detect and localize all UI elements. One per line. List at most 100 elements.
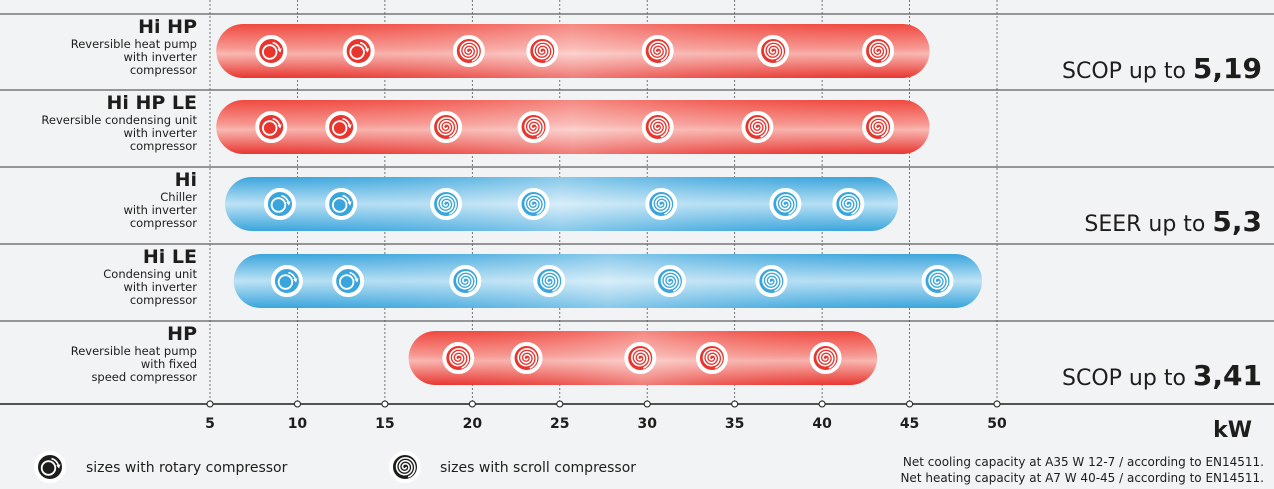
rotary-icon-rotor xyxy=(42,462,55,474)
rotary-icon-rotor xyxy=(263,46,276,58)
range-bar-sheen xyxy=(216,24,930,78)
row-description-line: Reversible heat pump xyxy=(71,37,197,51)
scroll-icon-spiral xyxy=(762,271,783,292)
scroll-icon-spiral xyxy=(533,41,553,62)
rotary-icon-arrowhead xyxy=(277,124,282,129)
scroll-icon xyxy=(695,342,728,374)
scroll-icon-spiral xyxy=(395,457,416,478)
rotary-icon xyxy=(270,265,303,297)
efficiency-value: 3,41 xyxy=(1193,359,1262,392)
tick-label: 20 xyxy=(463,416,483,432)
scroll-icon-spiral xyxy=(517,348,538,369)
efficiency-label: SCOP up to 3,41 xyxy=(1062,359,1262,392)
scroll-icon-spiral xyxy=(776,194,797,215)
rotary-icon xyxy=(325,188,358,220)
rotary-icon-arrowhead xyxy=(277,48,282,53)
scroll-icon xyxy=(449,265,482,297)
row-description-line: Condensing unit xyxy=(103,267,197,281)
rotary-icon xyxy=(325,111,358,143)
scroll-icon xyxy=(641,111,674,143)
range-bar-1 xyxy=(216,100,930,154)
scroll-icon xyxy=(442,342,475,374)
tick-mark xyxy=(468,400,476,408)
scroll-icon-spiral xyxy=(456,271,477,292)
rotary-icon-arrowhead xyxy=(364,48,370,53)
scroll-icon-spiral xyxy=(524,117,545,138)
scroll-icon-spiral xyxy=(748,117,769,138)
scroll-icon xyxy=(862,111,895,143)
scroll-icon-spiral xyxy=(631,348,651,369)
scroll-icon xyxy=(653,265,686,297)
scroll-icon xyxy=(769,188,802,220)
scroll-icon xyxy=(641,35,674,67)
row-description-line: with inverter xyxy=(124,126,198,140)
footnote: Net heating capacity at A7 W 40-45 / acc… xyxy=(900,471,1264,485)
scroll-icon-spiral xyxy=(449,348,470,369)
scroll-icon-spiral xyxy=(436,194,457,215)
scroll-icon xyxy=(430,111,463,143)
tick-mark xyxy=(643,400,651,408)
tick-mark xyxy=(818,400,826,408)
scroll-icon xyxy=(452,35,485,67)
row-description-line: compressor xyxy=(130,63,197,77)
efficiency-value: 5,19 xyxy=(1193,52,1262,85)
rotary-icon-rotor xyxy=(333,122,346,134)
scroll-icon-spiral xyxy=(648,117,669,138)
range-bar-sheen xyxy=(224,177,899,231)
scroll-icon-spiral xyxy=(702,348,723,369)
scroll-icon-spiral xyxy=(540,271,560,292)
scroll-icon-spiral xyxy=(839,194,860,215)
tick-label: 15 xyxy=(375,416,394,432)
row-description-line: with fixed xyxy=(141,357,197,371)
rotary-icon xyxy=(255,35,288,67)
rotary-icon xyxy=(255,111,288,143)
row-title: Hi HP LE xyxy=(106,92,197,114)
tick-label: 35 xyxy=(725,416,744,432)
rotary-icon xyxy=(342,35,375,67)
bars-layer xyxy=(216,24,983,385)
tick-label: 30 xyxy=(637,416,657,432)
tick-label: 10 xyxy=(288,416,308,432)
scroll-icon-spiral xyxy=(524,194,545,215)
row-description-line: Chiller xyxy=(160,190,197,204)
range-bar-0 xyxy=(216,24,930,78)
rotary-icon-arrowhead xyxy=(347,124,352,129)
rotary-icon-rotor xyxy=(279,276,292,288)
legend: sizes with rotary compressor sizes with s… xyxy=(34,451,1264,485)
x-axis: 5 10 15 20 25 30 35 40 45 50 kW xyxy=(0,400,1274,443)
scroll-icon-spiral xyxy=(868,41,889,62)
rotary-icon-arrowhead xyxy=(354,278,359,283)
efficiency-label: SEER up to 5,3 xyxy=(1084,205,1262,238)
tick-mark xyxy=(556,400,564,408)
range-bar-3 xyxy=(233,254,983,308)
rotary-icon-arrowhead xyxy=(293,278,298,283)
efficiency-value: 5,3 xyxy=(1212,205,1262,238)
row-description-line: Reversible heat pump xyxy=(71,344,197,358)
scroll-icon-spiral xyxy=(652,194,672,215)
rotary-icon-arrowhead xyxy=(56,464,61,469)
row-description-line: compressor xyxy=(130,139,197,153)
rotary-icon-rotor xyxy=(263,122,276,134)
efficiency-prefix: SCOP up to xyxy=(1062,366,1193,391)
row-title: HP xyxy=(167,323,197,345)
scroll-icon xyxy=(645,188,678,220)
rotary-icon-rotor xyxy=(340,276,353,288)
efficiency-prefix: SCOP up to xyxy=(1062,59,1193,84)
scroll-icon xyxy=(624,342,657,374)
scroll-icon xyxy=(755,265,788,297)
tick-label: 45 xyxy=(900,416,919,432)
tick-mark xyxy=(993,400,1001,408)
row-description-line: compressor xyxy=(130,293,197,307)
rotary-icon xyxy=(332,265,365,297)
footnote: Net cooling capacity at A35 W 12-7 / acc… xyxy=(903,455,1264,469)
range-bar-2 xyxy=(224,177,899,231)
row-description-line: compressor xyxy=(130,216,197,230)
range-bar-sheen xyxy=(233,254,983,308)
range-bar-sheen xyxy=(216,100,930,154)
scroll-icon-spiral xyxy=(660,271,681,292)
scroll-icon-spiral xyxy=(648,41,669,62)
legend-rotary-label: sizes with rotary compressor xyxy=(86,460,288,476)
row-description-line: Reversible condensing unit xyxy=(41,113,197,127)
